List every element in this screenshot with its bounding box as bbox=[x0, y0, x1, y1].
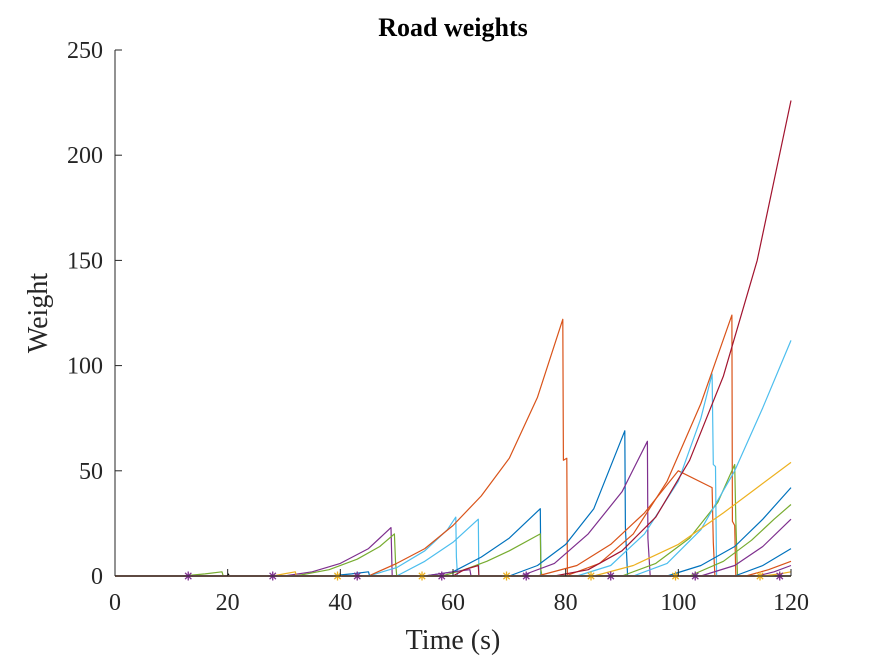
x-tick-label: 60 bbox=[441, 590, 465, 616]
y-tick-label: 150 bbox=[67, 248, 103, 274]
series-line-3 bbox=[115, 527, 791, 577]
series-line-19 bbox=[115, 463, 791, 577]
series-line-9 bbox=[115, 318, 791, 577]
y-tick-label: 200 bbox=[67, 143, 103, 169]
x-tick-label: 80 bbox=[554, 590, 578, 616]
series-line-11 bbox=[115, 533, 791, 577]
y-tick-label: 100 bbox=[67, 354, 103, 380]
series-line-4 bbox=[115, 533, 791, 577]
y-tick-label: 250 bbox=[67, 38, 103, 64]
x-tick-label: 20 bbox=[216, 590, 240, 616]
series-line-14 bbox=[115, 430, 791, 577]
series-line-15 bbox=[115, 440, 791, 577]
series-line-16 bbox=[115, 470, 791, 577]
x-axis-label: Time (s) bbox=[406, 625, 501, 656]
x-tick-label: 120 bbox=[773, 590, 809, 616]
chart-title: Road weights bbox=[378, 13, 528, 42]
y-axis-label: Weight bbox=[23, 273, 54, 353]
y-tick-label: 0 bbox=[91, 564, 103, 590]
series-line-18 bbox=[115, 314, 791, 577]
x-tick-label: 0 bbox=[109, 590, 121, 616]
axes: 0 20 40 60 80 100 120 0 50 100 150 200 250 bbox=[67, 38, 809, 616]
x-tick-label: 40 bbox=[328, 590, 352, 616]
x-tick-label: 100 bbox=[660, 590, 696, 616]
y-tick-label: 50 bbox=[79, 459, 103, 485]
